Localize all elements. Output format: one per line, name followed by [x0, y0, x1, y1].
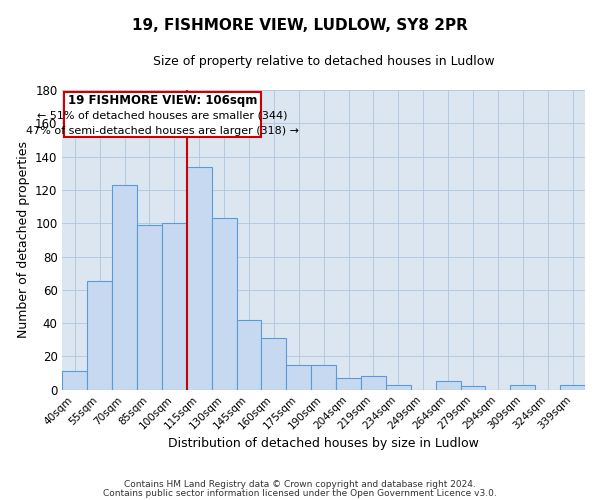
- Text: 19 FISHMORE VIEW: 106sqm: 19 FISHMORE VIEW: 106sqm: [68, 94, 257, 108]
- Bar: [311, 364, 336, 390]
- Title: Size of property relative to detached houses in Ludlow: Size of property relative to detached ho…: [153, 55, 494, 68]
- Bar: [137, 225, 162, 390]
- X-axis label: Distribution of detached houses by size in Ludlow: Distribution of detached houses by size …: [168, 437, 479, 450]
- Bar: [461, 386, 485, 390]
- FancyBboxPatch shape: [64, 92, 262, 136]
- Bar: [336, 378, 361, 390]
- Bar: [262, 338, 286, 390]
- Bar: [212, 218, 236, 390]
- Bar: [187, 166, 212, 390]
- Text: ← 51% of detached houses are smaller (344): ← 51% of detached houses are smaller (34…: [37, 111, 288, 121]
- Text: 47% of semi-detached houses are larger (318) →: 47% of semi-detached houses are larger (…: [26, 126, 299, 136]
- Bar: [162, 223, 187, 390]
- Bar: [511, 384, 535, 390]
- Bar: [386, 384, 411, 390]
- Bar: [361, 376, 386, 390]
- Text: 19, FISHMORE VIEW, LUDLOW, SY8 2PR: 19, FISHMORE VIEW, LUDLOW, SY8 2PR: [132, 18, 468, 32]
- Y-axis label: Number of detached properties: Number of detached properties: [17, 142, 29, 338]
- Bar: [236, 320, 262, 390]
- Bar: [62, 372, 87, 390]
- Bar: [560, 384, 585, 390]
- Bar: [286, 364, 311, 390]
- Text: Contains HM Land Registry data © Crown copyright and database right 2024.: Contains HM Land Registry data © Crown c…: [124, 480, 476, 489]
- Bar: [436, 382, 461, 390]
- Bar: [112, 185, 137, 390]
- Bar: [87, 282, 112, 390]
- Text: Contains public sector information licensed under the Open Government Licence v3: Contains public sector information licen…: [103, 488, 497, 498]
